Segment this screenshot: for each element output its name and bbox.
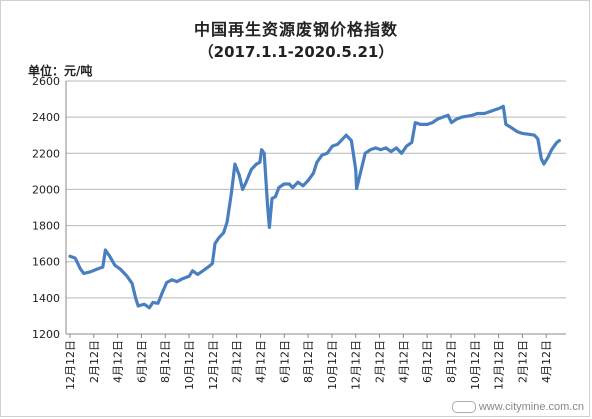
y-tick-label: 2600 <box>32 75 60 88</box>
logo-icon <box>451 401 476 413</box>
x-tick-label: 8月12日 <box>445 340 458 383</box>
x-tick-label: 4月12日 <box>540 340 553 383</box>
x-tick-label: 4月12日 <box>397 340 410 383</box>
x-tick-label: 4月12日 <box>112 340 125 383</box>
x-tick-label: 12月12日 <box>64 340 77 390</box>
chart-subtitle: （2017.1.1-2020.5.21） <box>198 43 394 61</box>
x-tick-label: 2月12日 <box>516 340 529 383</box>
x-tick-label: 12月12日 <box>207 340 220 390</box>
x-tick-label: 10月12日 <box>183 340 196 390</box>
x-tick-label: 6月12日 <box>421 340 434 383</box>
series-line <box>68 104 561 310</box>
y-tick-label: 1400 <box>32 292 60 305</box>
y-tick-label: 2400 <box>32 111 60 124</box>
x-tick-label: 10月12日 <box>326 340 339 390</box>
x-tick-label: 10月12日 <box>469 340 482 390</box>
y-tick-label: 1200 <box>32 328 60 341</box>
y-tick-label: 2000 <box>32 183 60 196</box>
y-tick-label: 1800 <box>32 220 60 233</box>
y-tick-label: 2200 <box>32 147 60 160</box>
x-tick-label: 4月12日 <box>254 340 267 383</box>
watermark: www.citymine.com.cn <box>451 400 584 413</box>
x-tick-label: 2月12日 <box>88 340 101 383</box>
x-tick-label: 8月12日 <box>159 340 172 383</box>
unit-label: 单位：元/吨 <box>28 64 93 78</box>
watermark-text: www.citymine.com.cn <box>478 400 584 413</box>
x-tick-label: 8月12日 <box>302 340 315 383</box>
chart-title: 中国再生资源废钢价格指数 <box>193 20 398 39</box>
x-tick-label: 6月12日 <box>278 340 291 383</box>
x-tick-label: 2月12日 <box>374 340 387 383</box>
x-tick-label: 2月12日 <box>231 340 244 383</box>
y-tick-label: 1600 <box>32 256 60 269</box>
x-tick-label: 12月12日 <box>493 340 506 390</box>
x-tick-label: 6月12日 <box>135 340 148 383</box>
x-tick-label: 12月12日 <box>350 340 363 390</box>
